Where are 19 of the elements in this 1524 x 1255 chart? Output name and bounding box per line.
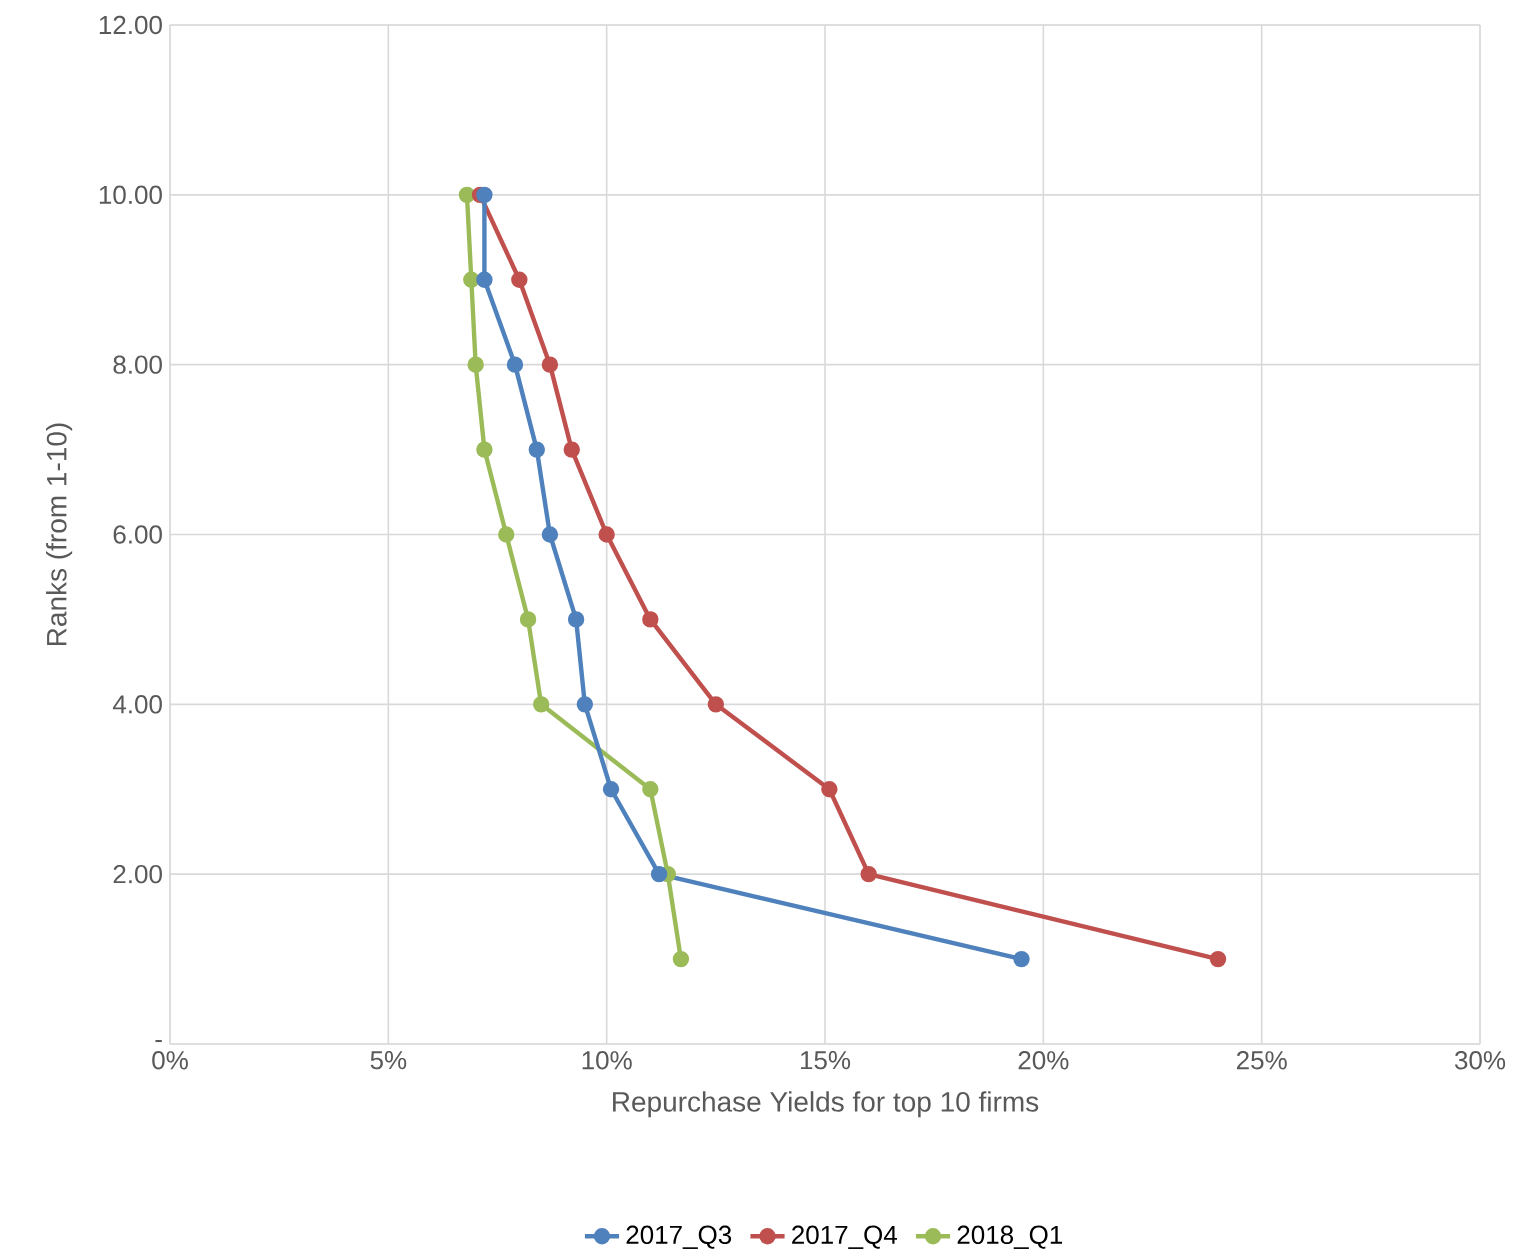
legend-label: 2017_Q3 bbox=[626, 1225, 732, 1250]
x-tick-label: 10% bbox=[582, 1051, 632, 1070]
legend-label: 2017_Q4 bbox=[792, 1225, 897, 1250]
y-tick-label: 10.00 bbox=[99, 185, 162, 205]
x-tick-label: 25% bbox=[1236, 1051, 1287, 1070]
y-axis-title: Ranks (from 1-10) bbox=[46, 423, 73, 646]
y-tick-label: 4.00 bbox=[112, 695, 162, 714]
x-tick-label: 5% bbox=[370, 1051, 407, 1070]
y-tick-label: - bbox=[155, 1040, 162, 1043]
y-tick-label: 6.00 bbox=[113, 525, 162, 544]
x-axis-title: Repurchase Yields for top 10 firms bbox=[613, 1091, 1039, 1118]
x-tick-label: 20% bbox=[1018, 1051, 1069, 1070]
y-tick-label: 2.00 bbox=[113, 865, 162, 884]
legend-label: 2018_Q1 bbox=[957, 1225, 1063, 1250]
y-tick-label: 12.00 bbox=[99, 15, 162, 35]
x-tick-label: 30% bbox=[1454, 1051, 1506, 1070]
x-tick-label: 15% bbox=[800, 1051, 851, 1070]
y-tick-label: 8.00 bbox=[113, 355, 162, 374]
x-tick-label: 0% bbox=[152, 1051, 188, 1070]
